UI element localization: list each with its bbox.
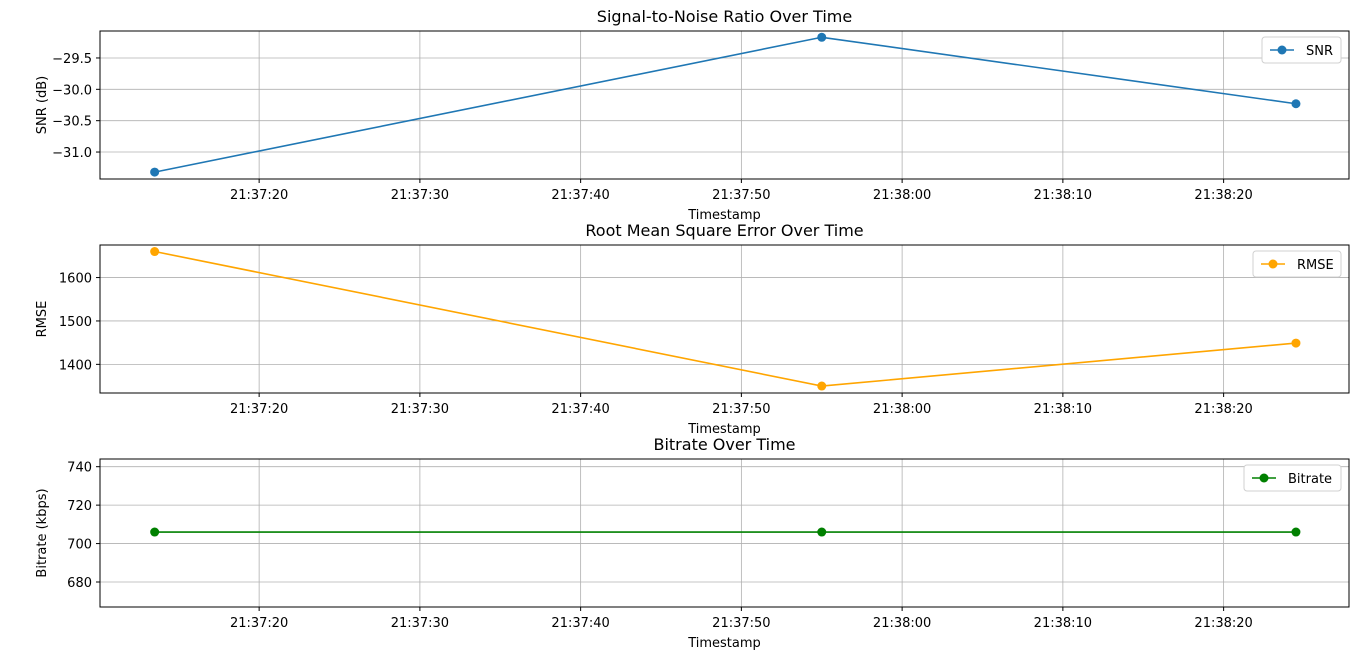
x-tick-label: 21:38:00 <box>873 188 931 203</box>
axes-frame <box>99 30 1350 180</box>
y-tick-label: 1500 <box>59 315 92 330</box>
x-tick-label: 21:38:00 <box>873 402 931 417</box>
y-tick-label: 1600 <box>59 272 92 287</box>
x-tick-label: 21:38:20 <box>1194 616 1252 631</box>
legend: SNR <box>1261 36 1342 64</box>
x-axis-label: Timestamp <box>687 208 761 223</box>
series-line-rmse <box>154 250 1297 387</box>
x-tick-label: 21:38:20 <box>1194 402 1252 417</box>
chart-title: Root Mean Square Error Over Time <box>585 221 863 240</box>
y-tick-label: −29.5 <box>52 52 92 67</box>
x-tick-label: 21:37:50 <box>712 616 770 631</box>
x-tick-label: 21:37:30 <box>391 402 449 417</box>
grid <box>100 245 1349 393</box>
chart-panel-2: 21:37:20 21:37:30 21:37:40 21:37:50 21:38:00… <box>35 221 1350 437</box>
x-tick-label: 21:37:30 <box>391 188 449 203</box>
legend-marker <box>1268 259 1278 269</box>
y-tick-label: 700 <box>67 538 92 553</box>
y-tick-label: 740 <box>67 461 92 476</box>
data-point <box>150 527 160 537</box>
x-tick-label: 21:37:40 <box>551 402 609 417</box>
x-tick-label: 21:37:40 <box>551 188 609 203</box>
x-axis-label: Timestamp <box>687 422 761 437</box>
x-tick-label: 21:37:20 <box>230 616 288 631</box>
axes-frame <box>99 458 1350 608</box>
data-point <box>817 381 827 391</box>
x-tick-label: 21:37:20 <box>230 188 288 203</box>
x-tick-label: 21:37:20 <box>230 402 288 417</box>
x-tick-label: 21:38:10 <box>1034 402 1092 417</box>
legend-marker <box>1277 45 1287 55</box>
chart-title: Signal-to-Noise Ratio Over Time <box>597 7 852 26</box>
chart-panel-1: 21:37:20 21:37:30 21:37:40 21:37:50 21:38:00… <box>35 7 1350 223</box>
y-tick-label: 720 <box>67 499 92 514</box>
y-axis-label: Bitrate (kbps) <box>35 488 50 577</box>
y-axis-label: RMSE <box>35 301 50 338</box>
x-tick-label: 21:38:00 <box>873 616 931 631</box>
x-tick-label: 21:37:50 <box>712 402 770 417</box>
legend-marker <box>1259 473 1269 483</box>
x-axis-label: Timestamp <box>687 636 761 651</box>
chart-panel-3: 21:37:20 21:37:30 21:37:40 21:37:50 21:38:00… <box>35 435 1350 651</box>
y-tick-label: 1400 <box>59 358 92 373</box>
data-point <box>1291 338 1301 348</box>
legend: RMSE <box>1252 250 1342 278</box>
x-tick-label: 21:37:50 <box>712 188 770 203</box>
y-tick-label: −31.0 <box>52 146 92 161</box>
data-point <box>150 247 160 257</box>
x-tick-label: 21:37:30 <box>391 616 449 631</box>
y-tick-label: −30.5 <box>52 115 92 130</box>
legend-box <box>1243 464 1342 492</box>
legend-box <box>1261 36 1342 64</box>
data-point <box>817 527 827 537</box>
grid <box>100 31 1349 179</box>
x-tick-label: 21:38:10 <box>1034 616 1092 631</box>
data-point <box>150 167 160 177</box>
x-tick-label: 21:38:20 <box>1194 188 1252 203</box>
legend-label: Bitrate <box>1288 472 1332 487</box>
legend-label: RMSE <box>1297 258 1334 273</box>
data-point <box>1291 99 1301 109</box>
y-tick-label: −30.0 <box>52 83 92 98</box>
y-axis-label: SNR (dB) <box>35 76 50 134</box>
chart-title: Bitrate Over Time <box>653 435 795 454</box>
grid <box>100 459 1349 607</box>
data-point <box>817 32 827 42</box>
legend-box <box>1252 250 1342 278</box>
data-point <box>1291 527 1301 537</box>
axes-frame <box>99 244 1350 394</box>
legend-label: SNR <box>1306 44 1333 59</box>
legend: Bitrate <box>1243 464 1342 492</box>
x-tick-label: 21:37:40 <box>551 616 609 631</box>
x-tick-label: 21:38:10 <box>1034 188 1092 203</box>
y-tick-label: 680 <box>67 576 92 591</box>
